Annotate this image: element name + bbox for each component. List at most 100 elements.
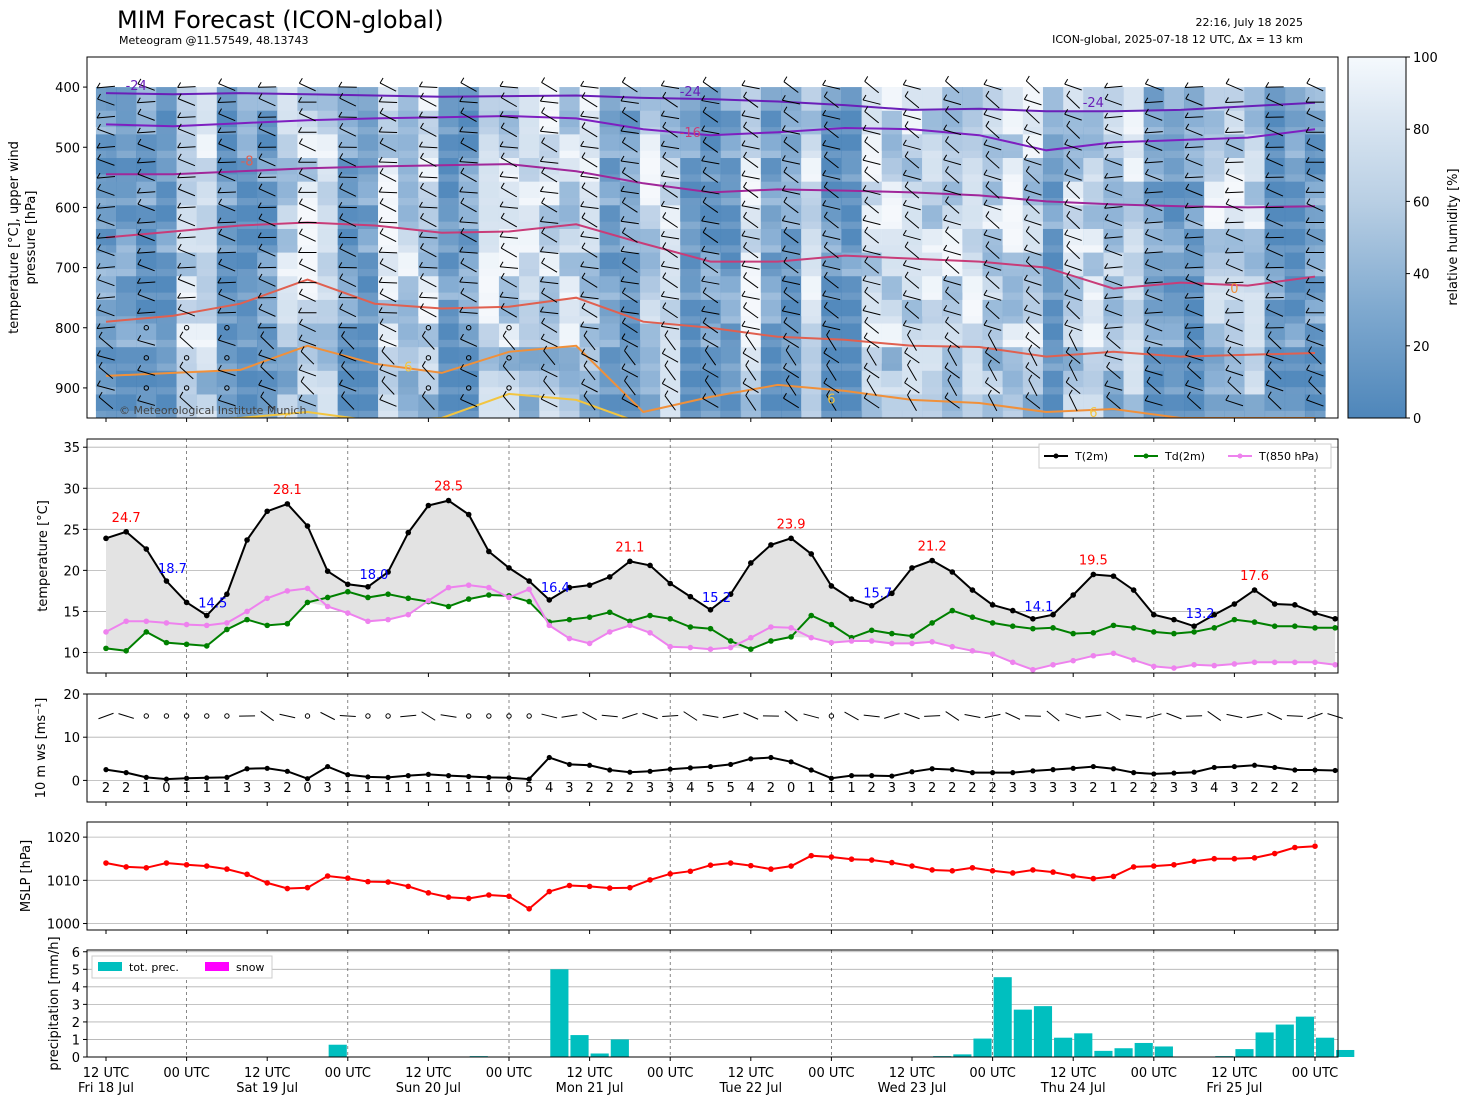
wind-barb-flag bbox=[1306, 258, 1311, 265]
y-tick-label: 10 bbox=[63, 646, 80, 661]
wind-barb bbox=[987, 364, 998, 382]
wind-barb-flag bbox=[701, 155, 706, 161]
wind-speed-label: 1 bbox=[182, 781, 190, 796]
wind-barb-flag bbox=[660, 110, 665, 117]
wind-barb bbox=[541, 172, 558, 183]
series-point bbox=[1070, 592, 1076, 598]
wind-barb-flag bbox=[1023, 124, 1028, 130]
wind-barb-flag bbox=[866, 374, 871, 381]
series-point bbox=[1332, 616, 1338, 622]
wind-barb-flag bbox=[904, 211, 909, 217]
wind-barb-flag bbox=[177, 213, 182, 220]
series-point bbox=[606, 629, 613, 635]
series-point bbox=[566, 616, 573, 623]
series-point bbox=[707, 625, 714, 632]
wind-barb-flag bbox=[701, 215, 706, 222]
wind-speed-point bbox=[990, 770, 996, 776]
wind-barb-flag bbox=[783, 286, 788, 293]
wind-barb-flag bbox=[1144, 78, 1149, 85]
wind-barb-flag bbox=[96, 112, 101, 119]
series-point bbox=[889, 590, 895, 597]
humidity-cell bbox=[1264, 394, 1286, 418]
wind-barb-flag bbox=[459, 306, 464, 313]
wind-barb-flag bbox=[902, 259, 907, 266]
series-point bbox=[183, 641, 190, 648]
wind-barb-flag bbox=[701, 275, 706, 282]
wind-barb bbox=[1185, 236, 1204, 239]
wind-speed-point bbox=[546, 754, 552, 761]
wind-barb-flag bbox=[1144, 308, 1149, 314]
wind-barb-flag bbox=[96, 380, 101, 386]
x-tick-label: 00 UTC bbox=[1292, 1066, 1338, 1081]
wind-barb bbox=[459, 281, 478, 284]
wind-barb bbox=[419, 206, 438, 209]
wind-barb-flag bbox=[179, 391, 184, 398]
wind-barb bbox=[664, 335, 676, 351]
panel-frame bbox=[86, 949, 1339, 1058]
series-point bbox=[1151, 611, 1157, 618]
wind-barb bbox=[258, 278, 276, 287]
series-point bbox=[1151, 629, 1157, 635]
series-point bbox=[1090, 652, 1097, 659]
wind-barb bbox=[1065, 381, 1081, 394]
wind-barb bbox=[499, 176, 519, 179]
extremum-label: 23.9 bbox=[777, 517, 806, 532]
wind-speed-point bbox=[969, 770, 976, 776]
surface-wind-barb bbox=[541, 713, 558, 719]
wind-barb bbox=[863, 397, 880, 409]
wind-barb bbox=[783, 337, 799, 348]
humidity-cell bbox=[116, 394, 137, 418]
wind-barb bbox=[218, 143, 236, 152]
wind-barb-flag bbox=[945, 166, 949, 172]
wind-barb-flag bbox=[258, 183, 263, 189]
wind-barb bbox=[1066, 95, 1081, 109]
isotherm-line bbox=[217, 392, 630, 418]
wind-barb-flag bbox=[420, 212, 424, 219]
wind-barb-flag bbox=[945, 196, 949, 202]
wind-barb-flag bbox=[864, 166, 869, 172]
mslp-point bbox=[486, 892, 492, 898]
wind-barb-flag bbox=[947, 374, 952, 381]
wind-barb-flag bbox=[541, 257, 546, 264]
surface-wind-barb bbox=[1327, 713, 1343, 719]
calm-wind-marker bbox=[365, 713, 371, 719]
mslp-point bbox=[808, 852, 815, 859]
humidity-cell bbox=[861, 394, 883, 418]
wind-barb bbox=[97, 218, 115, 227]
wind-speed-label: 1 bbox=[404, 781, 412, 796]
calm-wind-marker bbox=[183, 355, 190, 361]
wind-barb-flag bbox=[1106, 331, 1111, 338]
mslp-point bbox=[123, 864, 129, 870]
colorbar-tick-label: 80 bbox=[1413, 123, 1430, 138]
wind-barb-flag bbox=[218, 198, 223, 205]
surface-wind-barb bbox=[1246, 713, 1263, 719]
wind-barb-flag bbox=[702, 257, 707, 263]
wind-speed-point bbox=[304, 776, 311, 782]
y-tick-label: 1000 bbox=[47, 918, 80, 933]
wind-barb-flag bbox=[783, 362, 787, 369]
wind-barb-flag bbox=[904, 91, 909, 97]
wind-barb-flag bbox=[1064, 139, 1069, 145]
wind-barb bbox=[662, 186, 678, 198]
wind-barb-flag bbox=[539, 156, 544, 162]
wind-barb bbox=[1068, 364, 1078, 382]
wind-barb bbox=[624, 350, 636, 366]
wind-barb-flag bbox=[1065, 346, 1070, 353]
wind-barb-flag bbox=[823, 181, 828, 188]
x-tick-label: 00 UTC bbox=[325, 1066, 371, 1081]
wind-barb bbox=[1024, 279, 1042, 286]
wind-barb bbox=[620, 160, 639, 165]
wind-barb-flag bbox=[543, 345, 548, 352]
wind-barb-flag bbox=[822, 320, 827, 326]
wind-barb bbox=[217, 251, 236, 254]
wind-barb bbox=[903, 84, 921, 90]
humidity-cell bbox=[942, 394, 963, 418]
wind-barb-flag bbox=[379, 394, 384, 400]
wind-barb bbox=[96, 115, 116, 119]
wind-barb-flag bbox=[379, 137, 384, 144]
wind-barb-flag bbox=[98, 361, 103, 368]
wind-barb bbox=[907, 364, 917, 381]
wind-barb bbox=[341, 366, 355, 380]
wind-barb-flag bbox=[1025, 196, 1030, 202]
wind-barb bbox=[620, 280, 639, 285]
